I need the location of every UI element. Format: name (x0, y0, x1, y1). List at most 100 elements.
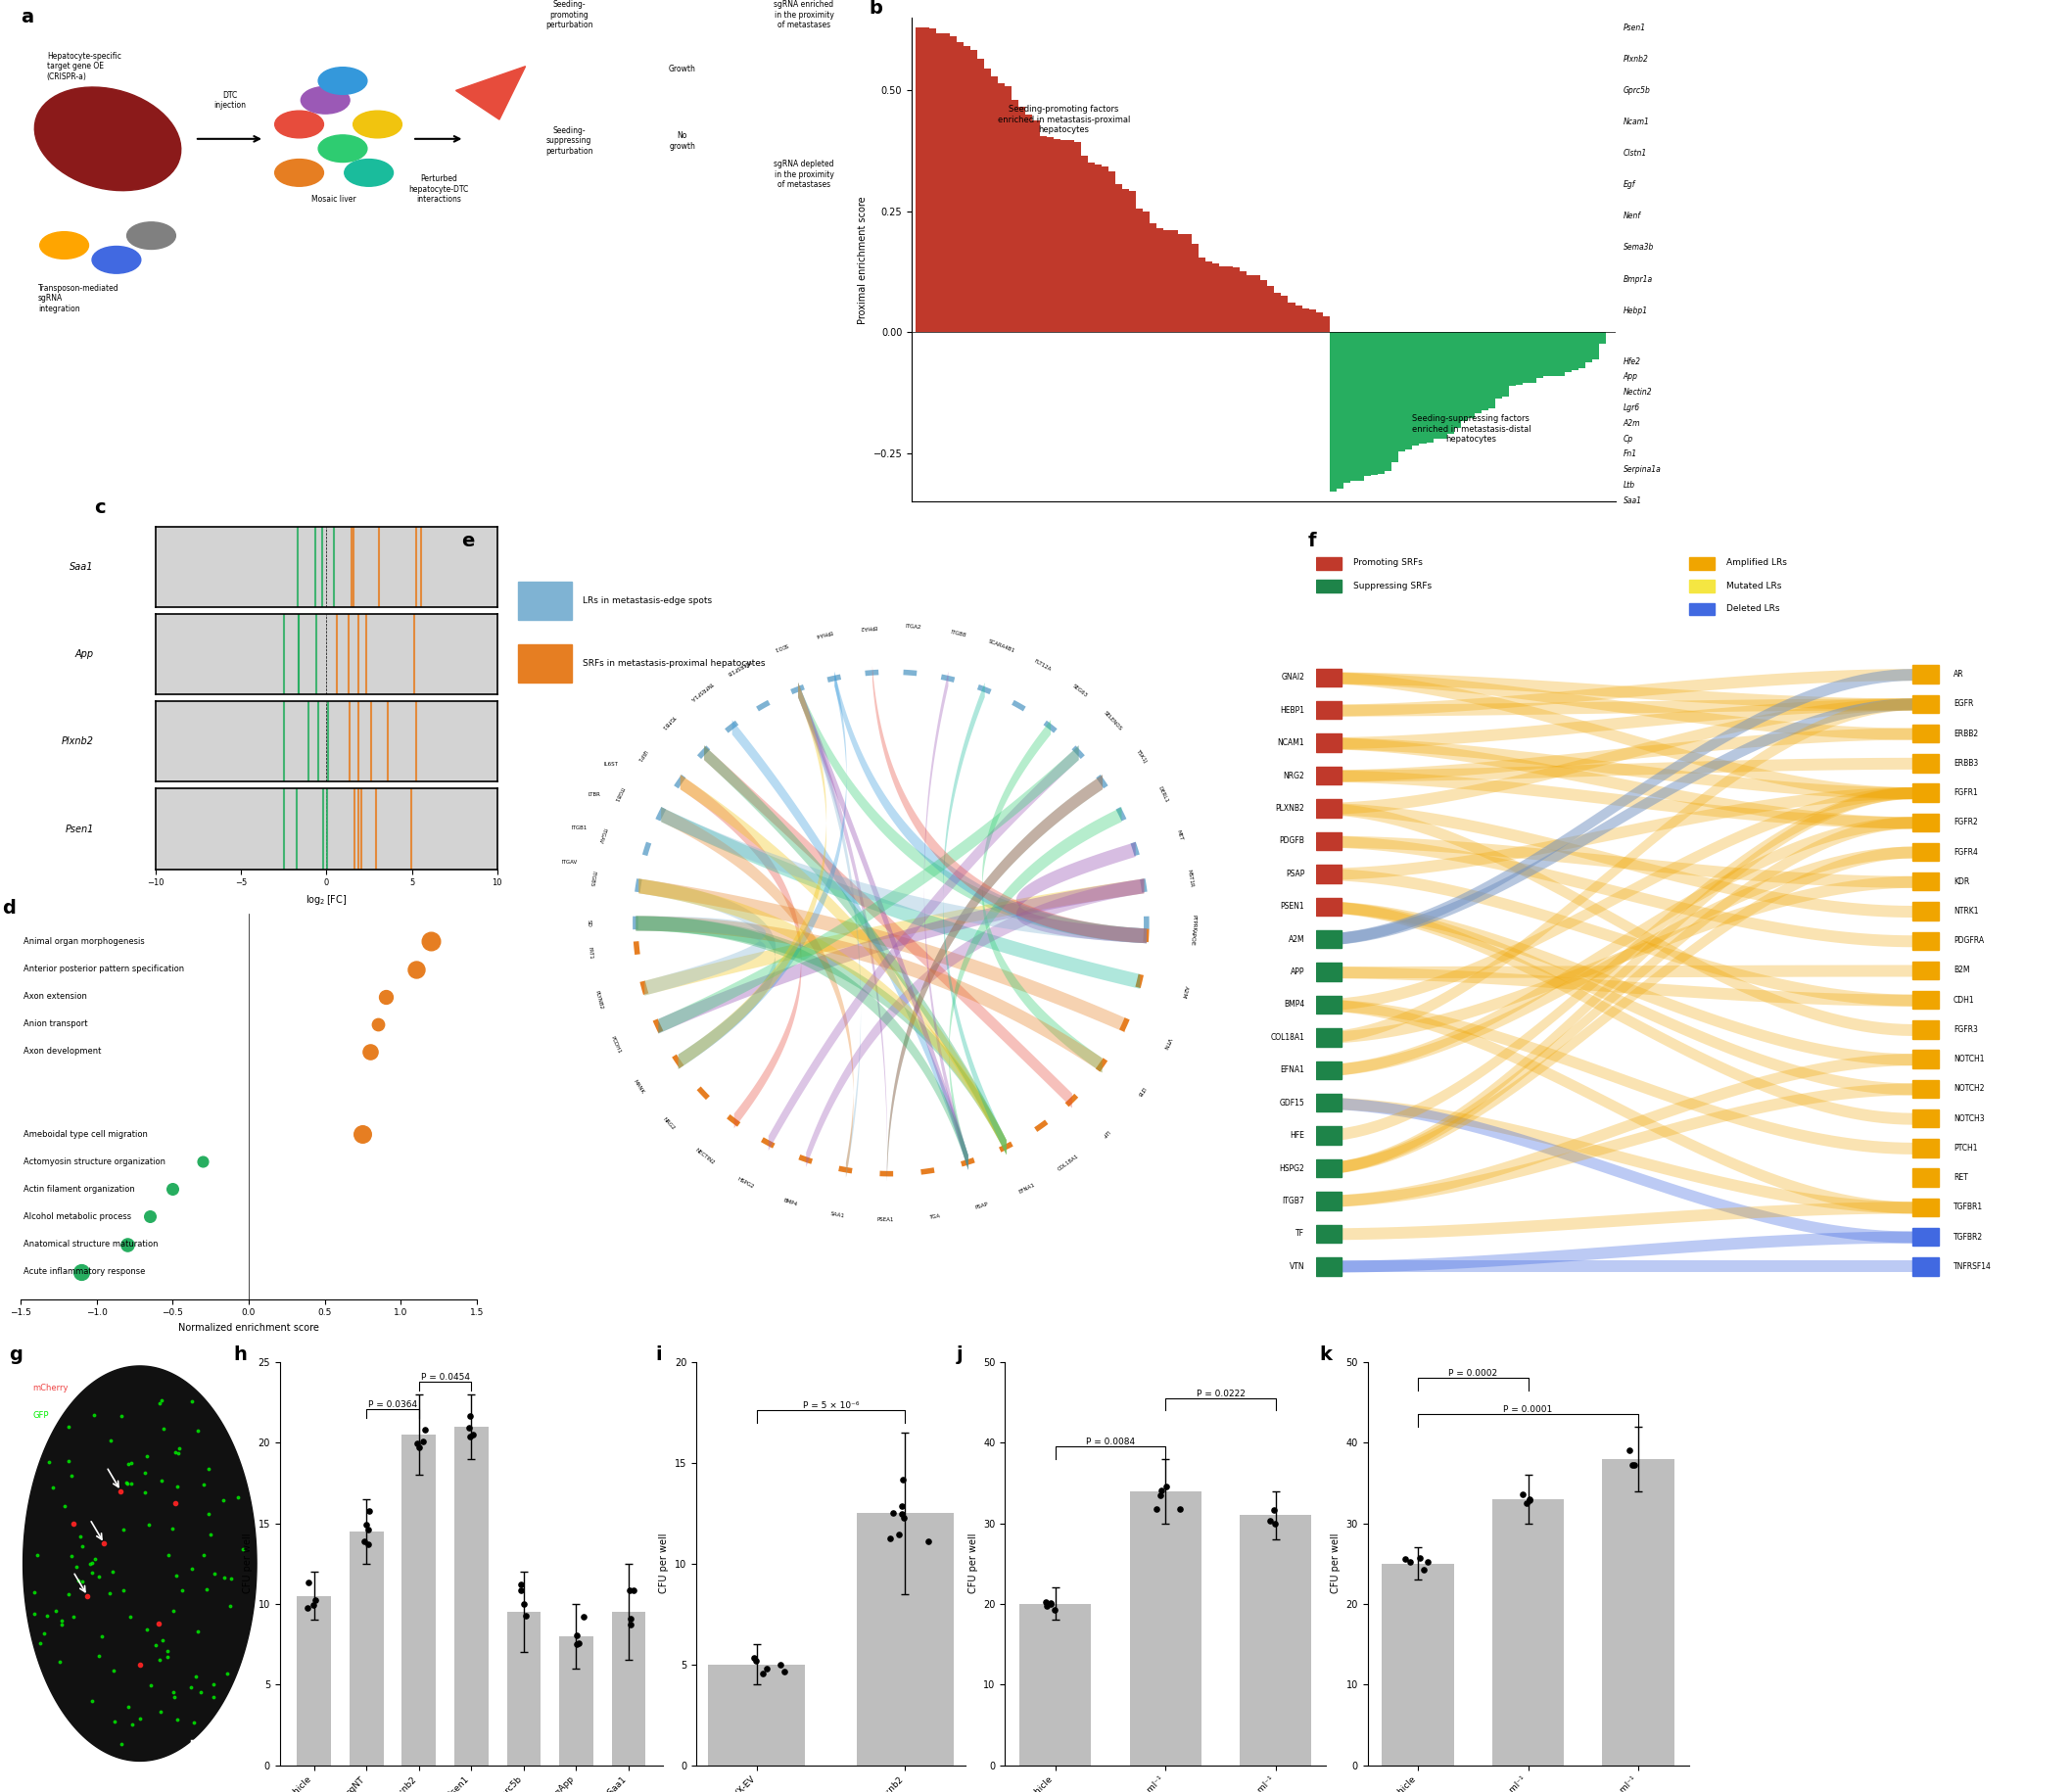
Text: App: App (75, 649, 93, 659)
Bar (709, 1665, 804, 1765)
Text: FGFR3: FGFR3 (1954, 1025, 1979, 1034)
X-axis label: Normalized enrichment score: Normalized enrichment score (178, 1322, 319, 1333)
Point (613, 1604, 646, 1633)
Text: Growth: Growth (669, 65, 696, 73)
Text: Seeding-
promoting
perturbation: Seeding- promoting perturbation (545, 0, 593, 29)
Bar (1268, 285, 1274, 333)
Text: P = 0.0084: P = 0.0084 (1086, 1437, 1135, 1446)
Bar (1912, 932, 1939, 950)
Point (1407, 1555, 1440, 1584)
Bar (1343, 333, 1351, 482)
Point (1258, 1509, 1291, 1538)
Text: Ameboidal type cell migration: Ameboidal type cell migration (23, 1129, 147, 1138)
Bar (1019, 108, 1026, 333)
Bar (1316, 799, 1343, 817)
Bar (1123, 188, 1129, 333)
Point (454, 1401, 487, 1430)
Bar (1026, 115, 1032, 333)
Bar (1689, 602, 1716, 615)
Point (1030, 1588, 1063, 1616)
Circle shape (300, 86, 350, 113)
Text: LRP1: LRP1 (636, 749, 646, 762)
Text: SELENOS: SELENOS (1102, 710, 1123, 731)
Text: HSPG2: HSPG2 (736, 1177, 754, 1190)
Bar (1475, 333, 1481, 414)
Bar (1558, 333, 1564, 376)
Bar (1233, 267, 1239, 333)
Point (352, 1514, 385, 1543)
Text: KDR: KDR (1954, 876, 1968, 885)
Text: Acute inflammatory response: Acute inflammatory response (23, 1267, 145, 1276)
Bar (1032, 120, 1040, 333)
Text: Saa1: Saa1 (1622, 496, 1641, 505)
Bar (1316, 735, 1343, 753)
Bar (999, 84, 1005, 333)
Point (1254, 1507, 1287, 1536)
Point (503, 1570, 537, 1598)
Text: Mosaic liver: Mosaic liver (311, 195, 356, 204)
Bar (1363, 333, 1372, 477)
Text: Perturbed
hepatocyte-DTC
interactions: Perturbed hepatocyte-DTC interactions (408, 174, 468, 204)
Point (456, 1419, 489, 1448)
Bar (1053, 140, 1061, 333)
Bar (296, 1595, 332, 1765)
Text: d: d (2, 898, 17, 918)
Text: NOTCH1: NOTCH1 (1954, 1055, 1985, 1064)
Bar (1912, 1228, 1939, 1245)
Bar (1382, 1563, 1455, 1765)
Bar (1912, 783, 1939, 801)
Circle shape (276, 111, 323, 138)
Text: Hepatocyte-specific
target gene OE
(CRISPR-a): Hepatocyte-specific target gene OE (CRIS… (48, 52, 120, 81)
Text: Clstn1: Clstn1 (1622, 149, 1647, 158)
Bar (1322, 317, 1330, 333)
Bar (1912, 1258, 1939, 1276)
Bar (1115, 185, 1123, 333)
Text: Suppressing SRFs: Suppressing SRFs (1353, 581, 1432, 590)
Point (1034, 1588, 1067, 1616)
Text: IL6ST: IL6ST (605, 762, 620, 767)
Text: ITGAV: ITGAV (597, 828, 607, 844)
Bar (1191, 244, 1198, 333)
Bar (1517, 333, 1523, 385)
Text: SEG63: SEG63 (1071, 683, 1088, 699)
Text: Cp: Cp (1622, 434, 1633, 443)
Text: c: c (93, 498, 106, 518)
Bar (858, 1512, 953, 1765)
Text: ERBB3: ERBB3 (1954, 758, 1979, 767)
Point (1144, 1477, 1177, 1505)
Bar (937, 32, 943, 333)
Text: b: b (870, 0, 883, 18)
Bar (1912, 961, 1939, 980)
Text: Seeding-
suppressing
perturbation: Seeding- suppressing perturbation (545, 125, 593, 156)
Bar (1488, 333, 1496, 409)
Bar (1384, 333, 1392, 471)
Text: TGFBR2: TGFBR2 (1954, 1233, 1983, 1242)
Text: MST1R: MST1R (1185, 869, 1193, 889)
Bar (922, 27, 928, 333)
Bar (1912, 754, 1939, 772)
Bar (1316, 1061, 1343, 1079)
Text: Seeding-suppressing factors
enriched in metastasis-distal
hepatocytes: Seeding-suppressing factors enriched in … (1411, 414, 1531, 444)
Text: ITGB8: ITGB8 (949, 629, 966, 638)
Point (912, 1527, 945, 1555)
Bar (1040, 136, 1046, 333)
Bar (454, 1426, 489, 1765)
Text: Anion transport: Anion transport (23, 1020, 87, 1029)
Bar (1316, 930, 1343, 948)
Bar (1094, 165, 1102, 333)
Bar (1212, 263, 1218, 333)
Bar (1330, 333, 1336, 491)
Point (414, 926, 448, 955)
Bar (1129, 1491, 1202, 1765)
Text: ERBB2: ERBB2 (1954, 729, 1979, 738)
Text: g: g (8, 1346, 23, 1364)
Bar (1316, 996, 1343, 1014)
Text: P = 0.0001: P = 0.0001 (1504, 1405, 1552, 1414)
Text: PLYNB2: PLYNB2 (595, 989, 603, 1009)
Text: COL18A1: COL18A1 (1057, 1154, 1080, 1172)
Text: Animal organ morphogenesis: Animal organ morphogenesis (23, 937, 145, 946)
Point (887, 1466, 920, 1495)
Point (298, 1586, 332, 1615)
Bar (990, 77, 999, 333)
Text: GNAI2: GNAI2 (1280, 674, 1305, 683)
